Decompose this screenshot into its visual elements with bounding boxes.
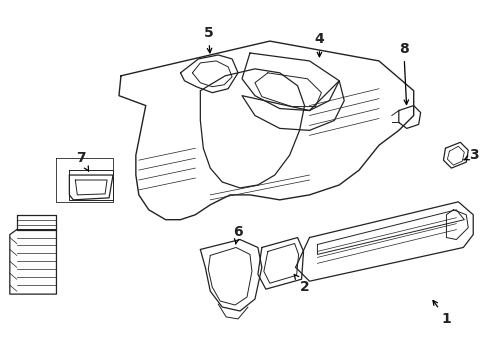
Text: 2: 2 xyxy=(294,275,309,294)
Text: 5: 5 xyxy=(203,26,213,53)
Text: 7: 7 xyxy=(76,151,89,171)
Text: 4: 4 xyxy=(315,32,324,57)
Text: 3: 3 xyxy=(464,148,479,162)
Text: 6: 6 xyxy=(233,225,243,244)
Text: 8: 8 xyxy=(399,42,409,104)
Text: 1: 1 xyxy=(433,301,451,326)
